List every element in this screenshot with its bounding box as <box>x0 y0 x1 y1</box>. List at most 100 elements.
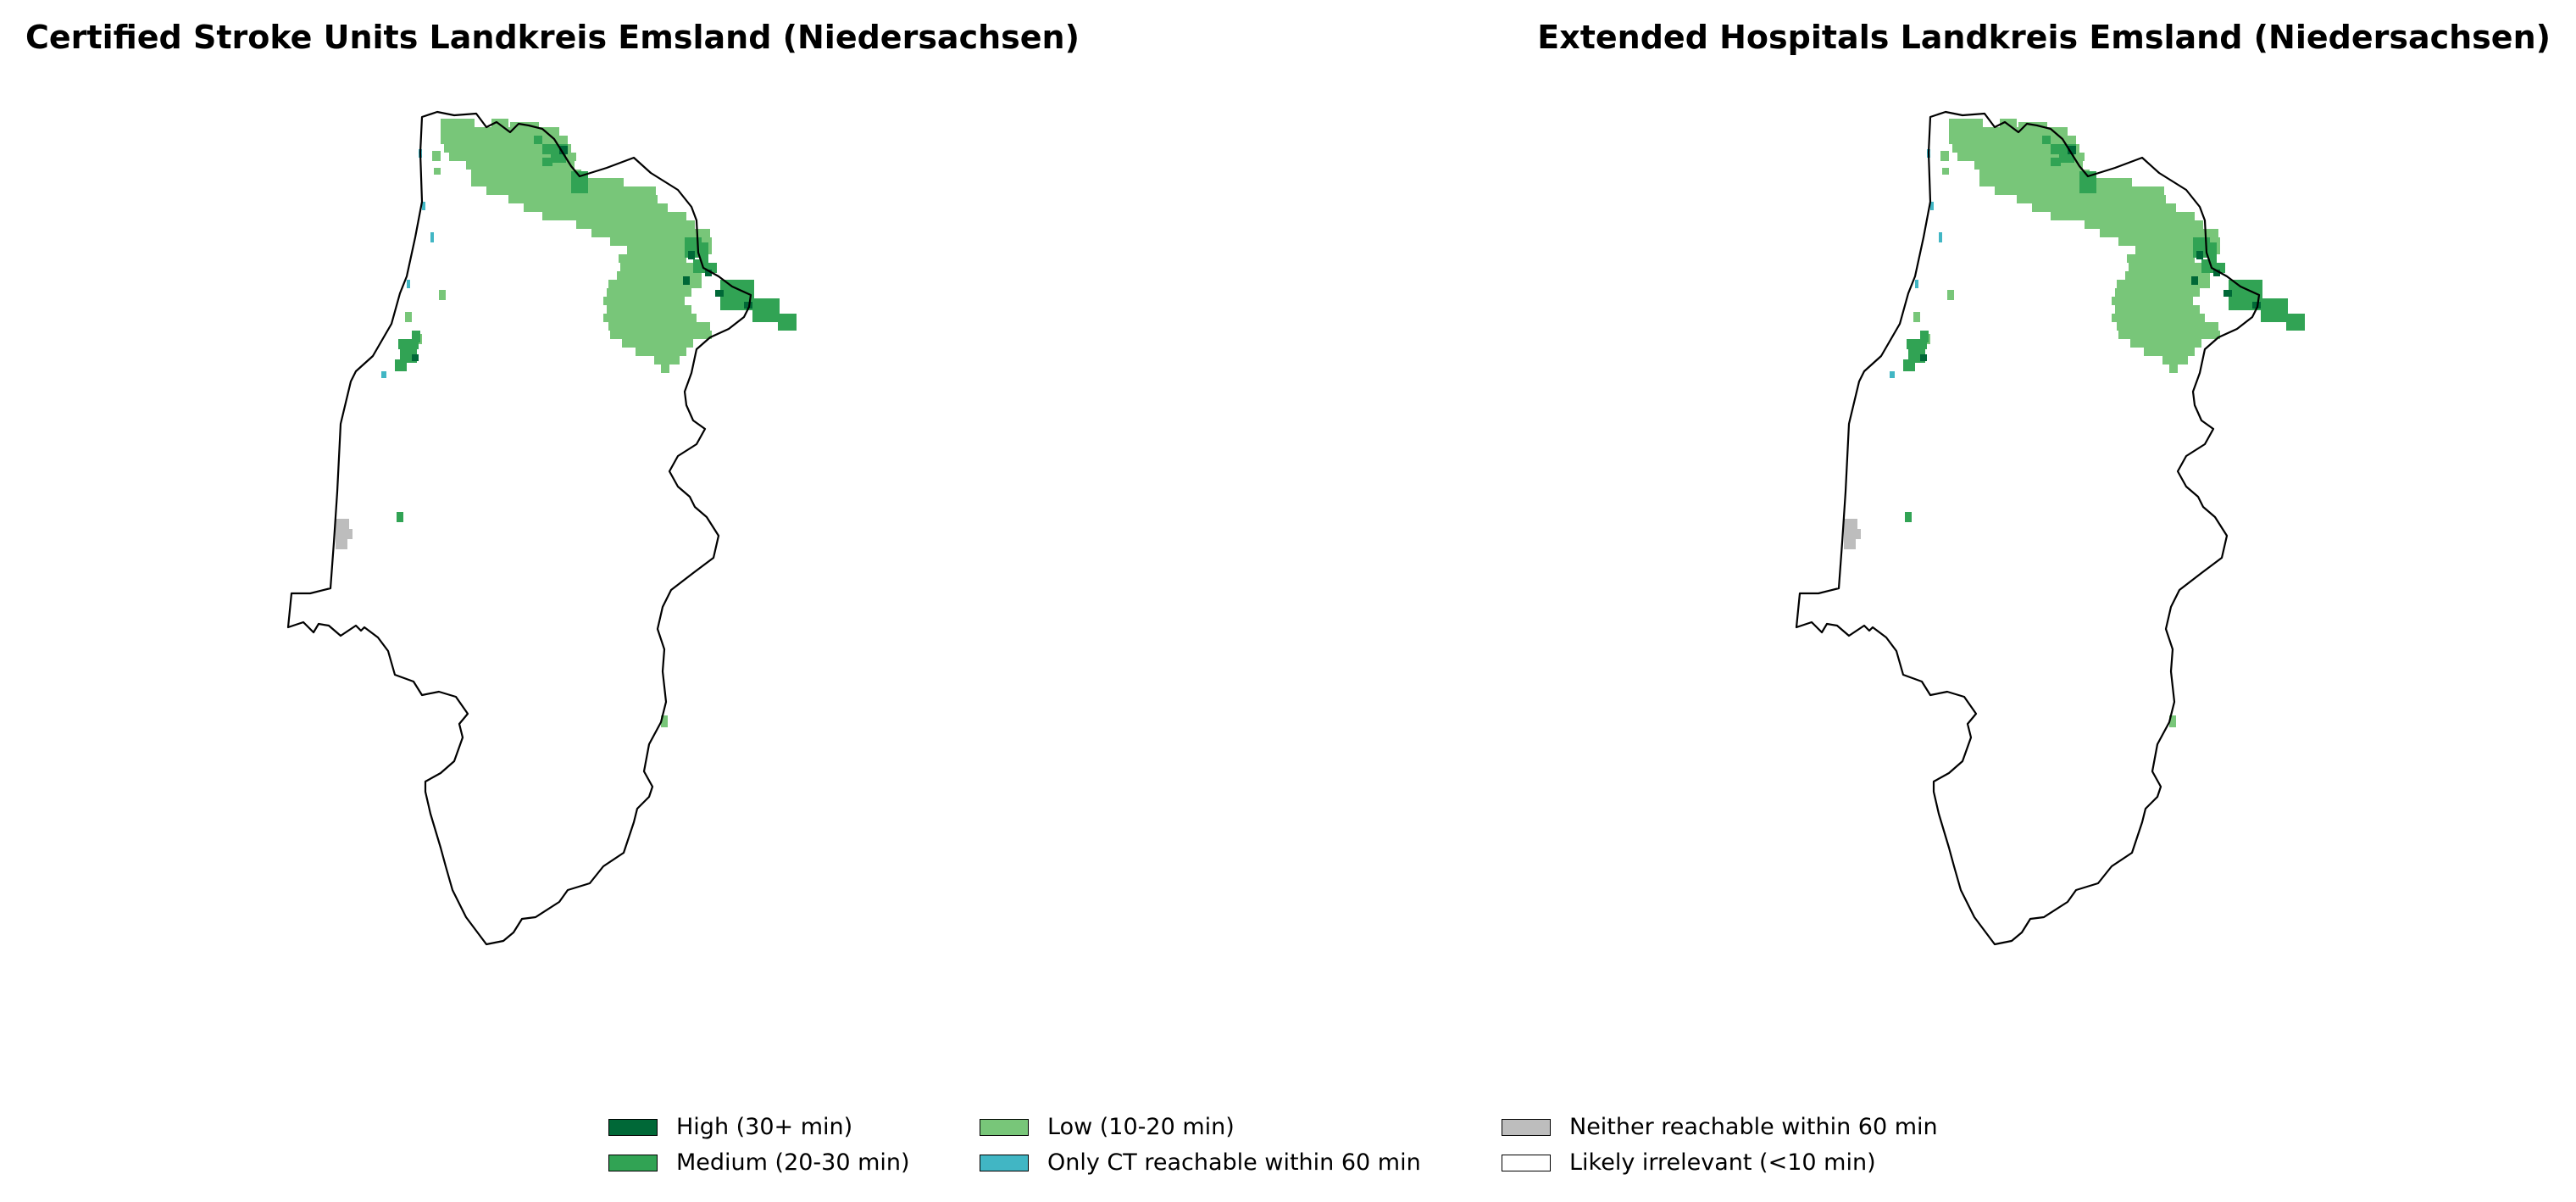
map-cell <box>559 146 568 154</box>
map-cell <box>466 161 575 170</box>
map-cell <box>2017 195 2166 203</box>
map-cell <box>708 263 717 273</box>
map-cell <box>1844 539 1856 549</box>
map-cell <box>571 171 588 193</box>
map-cell <box>1913 312 1920 322</box>
map-cell <box>603 314 697 322</box>
map-cell <box>2261 298 2288 322</box>
map-cell <box>610 237 712 246</box>
map-cell <box>744 302 752 309</box>
map-cell <box>2169 364 2178 373</box>
map-cell <box>1974 161 2083 170</box>
map-cell <box>1844 529 1861 539</box>
legend-item-medium: Medium (20-30 min) <box>608 1148 910 1178</box>
map-cell <box>778 314 797 331</box>
map-cells <box>1844 119 2305 727</box>
map-cell <box>405 312 412 322</box>
legend-label: Likely irrelevant (<10 min) <box>1569 1149 1876 1176</box>
map-cell <box>491 119 508 127</box>
map-cell <box>542 212 686 220</box>
map-cell <box>524 203 668 212</box>
legend-label: Low (10-20 min) <box>1047 1114 1235 1140</box>
map-cell <box>627 246 712 254</box>
legend-item-irrelevant: Likely irrelevant (<10 min) <box>1502 1148 1876 1178</box>
map-cell <box>2213 270 2220 276</box>
legend-label: Only CT reachable within 60 min <box>1047 1149 1421 1176</box>
map-cell <box>2286 314 2305 331</box>
map-cell <box>2115 288 2200 297</box>
map-cell <box>430 232 434 242</box>
map-cell <box>381 371 386 378</box>
map-cell <box>661 364 669 373</box>
map-cell <box>407 280 410 288</box>
map-cell <box>2217 263 2225 273</box>
district-boundary <box>286 110 752 946</box>
map-cell <box>1903 359 1915 371</box>
map-cell <box>2051 212 2195 220</box>
map-cell <box>610 331 712 339</box>
map-cell <box>2042 136 2051 144</box>
map-cell <box>412 331 420 342</box>
map-cell <box>2085 220 2203 229</box>
map-cell <box>432 151 441 161</box>
legend-label: Medium (20-30 min) <box>676 1149 910 1176</box>
map-cell <box>434 168 441 175</box>
map-cell <box>336 529 353 539</box>
map-cell <box>1915 280 1918 288</box>
panel-title-left: Certified Stroke Units Landkreis Emsland… <box>25 19 1080 56</box>
map-cell <box>441 119 475 127</box>
map-right <box>1795 110 2305 946</box>
map-cell <box>2118 237 2220 246</box>
map-cell <box>398 339 419 349</box>
map-cell <box>471 178 624 186</box>
legend-swatch <box>980 1155 1029 1171</box>
map-cell <box>2112 314 2205 322</box>
map-cell <box>441 136 568 144</box>
map-cell <box>1890 371 1895 378</box>
map-cell <box>688 251 695 259</box>
map-cell <box>1942 168 1949 175</box>
legend-item-low: Low (10-20 min) <box>980 1112 1235 1143</box>
map-cell <box>2125 271 2210 280</box>
map-cell <box>1920 331 1929 342</box>
panel-title-right: Extended Hospitals Landkreis Emsland (Ni… <box>1537 19 2551 56</box>
map-cell <box>2100 229 2218 237</box>
map-cell <box>1920 354 1927 361</box>
map-cell <box>449 153 576 161</box>
map-cell <box>336 519 349 529</box>
map-cell <box>608 322 710 331</box>
map-cell <box>542 158 552 166</box>
map-cell <box>444 144 571 153</box>
map-cell <box>608 280 702 288</box>
map-left <box>286 110 797 946</box>
map-cell <box>607 305 691 314</box>
map-cell <box>2079 171 2096 193</box>
map-cell <box>705 270 712 276</box>
map-cell <box>752 298 780 322</box>
map-cell <box>683 276 690 285</box>
map-cell <box>591 229 710 237</box>
map-cell <box>439 290 446 300</box>
map-cell <box>2118 331 2220 339</box>
map-cell <box>715 290 724 297</box>
map-cell <box>619 254 686 263</box>
map-cell <box>1907 339 1927 349</box>
map-cell <box>422 202 425 210</box>
legend-label: High (30+ min) <box>676 1114 853 1140</box>
map-cell <box>397 512 403 522</box>
map-cell <box>2208 242 2217 259</box>
map-cell <box>603 297 685 305</box>
legend-item-only-ct: Only CT reachable within 60 min <box>980 1148 1421 1178</box>
map-cell <box>620 263 697 271</box>
map-cell <box>2191 276 2198 285</box>
legend-swatch <box>608 1155 658 1171</box>
map-cell <box>336 539 347 549</box>
map-cell <box>2068 146 2076 154</box>
map-cell <box>1939 232 1942 242</box>
map-cell <box>2144 348 2195 356</box>
map-cell <box>2032 203 2176 212</box>
map-cell <box>395 359 407 371</box>
district-boundary <box>1795 110 2261 946</box>
map-cell <box>1947 290 1954 300</box>
map-cell <box>2000 119 2017 127</box>
